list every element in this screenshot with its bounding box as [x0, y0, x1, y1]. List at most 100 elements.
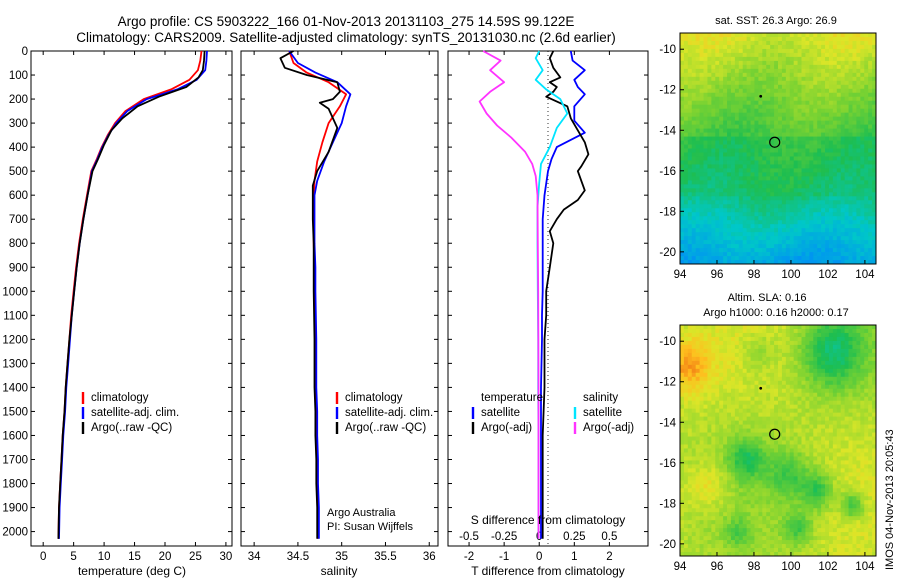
heatmap-cell: [868, 220, 873, 225]
heatmap-cell: [727, 528, 732, 533]
heatmap-cell: [715, 452, 720, 457]
heatmap-cell: [789, 196, 795, 201]
heatmap-cell: [781, 220, 787, 225]
heatmap-cell: [813, 216, 818, 221]
heatmap-cell: [699, 44, 704, 50]
heatmap-cell: [856, 136, 861, 141]
heatmap-cell: [746, 192, 751, 197]
heatmap-cell: [746, 468, 751, 473]
heatmap-cell: [836, 252, 842, 257]
heatmap-cell: [860, 132, 865, 137]
heatmap-cell: [742, 376, 748, 382]
heatmap-cell: [742, 524, 748, 529]
heatmap-cell: [809, 44, 814, 50]
heatmap-cell: [734, 476, 740, 481]
heatmap-cell: [680, 328, 685, 334]
heatmap-cell: [719, 120, 724, 125]
heatmap-cell: [699, 260, 704, 265]
depth-tick-label: 500: [9, 166, 28, 178]
heatmap-cell: [750, 40, 755, 46]
heatmap-cell: [793, 200, 798, 205]
heatmap-cell: [785, 88, 791, 94]
heatmap-cell: [817, 92, 822, 98]
heatmap-cell: [687, 332, 693, 338]
heatmap-cell: [715, 164, 720, 169]
heatmap-cell: [758, 208, 763, 213]
heatmap-cell: [852, 140, 857, 145]
heatmap-cell: [687, 524, 693, 529]
heatmap-cell: [695, 384, 700, 390]
heatmap-cell: [828, 108, 834, 114]
heatmap-cell: [754, 216, 759, 221]
heatmap-cell: [864, 84, 869, 90]
heatmap-cell: [683, 416, 689, 421]
heatmap-cell: [719, 136, 724, 141]
heatmap-cell: [789, 256, 795, 261]
heatmap-cell: [868, 248, 873, 253]
heatmap-cell: [789, 136, 795, 141]
heatmap-cell: [715, 488, 720, 493]
heatmap-cell: [707, 352, 712, 358]
heatmap-cell: [750, 364, 755, 370]
heatmap-cell: [781, 224, 787, 229]
heatmap-cell: [730, 192, 736, 197]
heatmap-cell: [817, 112, 822, 118]
heatmap-cell: [872, 88, 877, 94]
heatmap-cell: [687, 188, 693, 193]
heatmap-cell: [797, 436, 802, 441]
heatmap-cell: [821, 88, 826, 94]
heatmap-cell: [746, 460, 751, 465]
heatmap-cell: [687, 84, 693, 90]
heatmap-cell: [734, 368, 740, 374]
heatmap-cell: [723, 248, 728, 253]
heatmap-cell: [699, 128, 704, 133]
heatmap-cell: [750, 424, 755, 429]
heatmap-cell: [785, 520, 791, 525]
heatmap-cell: [801, 184, 806, 189]
heatmap-cell: [695, 428, 700, 433]
heatmap-cell: [695, 348, 700, 354]
heatmap-cell: [750, 164, 755, 169]
heatmap-cell: [703, 164, 708, 169]
heatmap-cell: [742, 68, 748, 74]
heatmap-cell: [828, 152, 834, 157]
heatmap-cell: [723, 476, 728, 481]
heatmap-cell: [770, 192, 775, 197]
heatmap-cell: [766, 120, 771, 125]
heatmap-cell: [797, 368, 802, 374]
heatmap-cell: [758, 456, 763, 461]
heatmap-cell: [762, 424, 767, 429]
heatmap-cell: [809, 260, 814, 265]
heatmap-cell: [750, 220, 755, 225]
heatmap-cell: [868, 76, 873, 82]
heatmap-cell: [727, 384, 732, 390]
heatmap-cell: [734, 60, 740, 66]
heatmap-cell: [828, 252, 834, 257]
heatmap-cell: [699, 40, 704, 46]
heatmap-cell: [774, 388, 779, 394]
heatmap-cell: [781, 396, 787, 402]
heatmap-cell: [727, 420, 732, 425]
heatmap-cell: [813, 232, 818, 237]
x-tick-label: 2: [606, 551, 612, 563]
heatmap-cell: [738, 416, 744, 421]
heatmap-cell: [719, 388, 724, 394]
heatmap-cell: [797, 92, 802, 98]
heatmap-cell: [727, 260, 732, 265]
heatmap-cell: [805, 168, 810, 173]
heatmap-cell: [754, 108, 759, 114]
heatmap-cell: [746, 376, 751, 382]
heatmap-cell: [778, 248, 783, 253]
heatmap-cell: [825, 44, 830, 50]
heatmap-cell: [805, 64, 810, 70]
heatmap-cell: [781, 236, 787, 241]
heatmap-cell: [699, 476, 704, 481]
heatmap-cell: [781, 332, 787, 338]
heatmap-cell: [719, 188, 724, 193]
heatmap-cell: [691, 100, 697, 106]
heatmap-cell: [797, 176, 802, 181]
heatmap-cell: [778, 412, 783, 417]
heatmap-cell: [734, 392, 740, 398]
heatmap-cell: [860, 236, 865, 241]
heatmap-cell: [723, 436, 728, 441]
